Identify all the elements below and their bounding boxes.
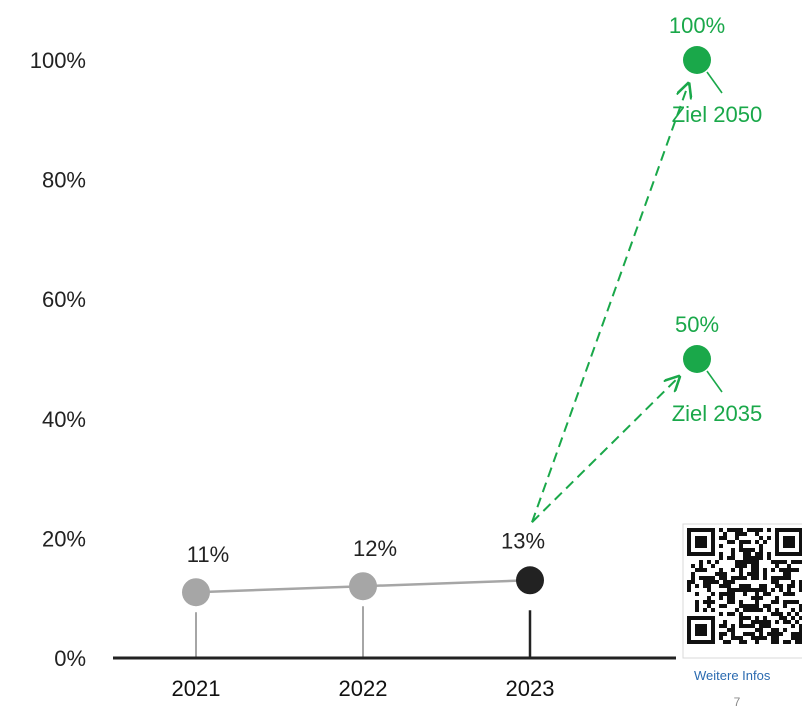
data-point <box>349 572 377 601</box>
page-number: 7 <box>734 695 741 709</box>
y-tick-label: 60% <box>42 287 86 312</box>
goal-points: 50% Ziel 2035 100% Ziel 2050 <box>669 13 762 426</box>
series-points: 11% 12% 13% <box>182 528 545 607</box>
y-tick-label: 20% <box>42 526 86 551</box>
goal-point <box>683 46 711 74</box>
goal-arrow <box>531 84 689 523</box>
goal-arrow <box>531 377 679 523</box>
data-value-label: 13% <box>501 528 545 553</box>
data-value-label: 11% <box>187 542 229 567</box>
goal-value-label: 100% <box>669 13 725 38</box>
qr-caption[interactable]: Weitere Infos <box>694 668 771 683</box>
goal-value-label: 50% <box>675 312 719 337</box>
goal-name-label: Ziel 2050 <box>672 102 763 127</box>
x-category-label: 2022 <box>339 676 388 701</box>
qr-code[interactable] <box>682 523 802 659</box>
goal-callout-line <box>706 71 723 94</box>
y-tick-label: 100% <box>30 48 86 73</box>
data-point <box>182 578 210 607</box>
x-axis-category-labels: 2021 2022 2023 <box>172 676 555 701</box>
year-stems <box>195 606 532 658</box>
y-axis-tick-labels: 0% 20% 40% 60% 80% 100% <box>30 48 86 671</box>
data-value-label: 12% <box>353 536 397 561</box>
y-tick-label: 0% <box>54 646 86 671</box>
y-tick-label: 40% <box>42 407 86 432</box>
x-category-label: 2021 <box>172 676 221 701</box>
goal-arrows <box>531 84 689 523</box>
x-category-label: 2023 <box>506 676 555 701</box>
goal-name-label: Ziel 2035 <box>672 401 763 426</box>
goal-callout-line <box>706 370 723 393</box>
data-point <box>516 566 544 595</box>
y-tick-label: 80% <box>42 168 86 193</box>
goal-point <box>683 345 711 373</box>
